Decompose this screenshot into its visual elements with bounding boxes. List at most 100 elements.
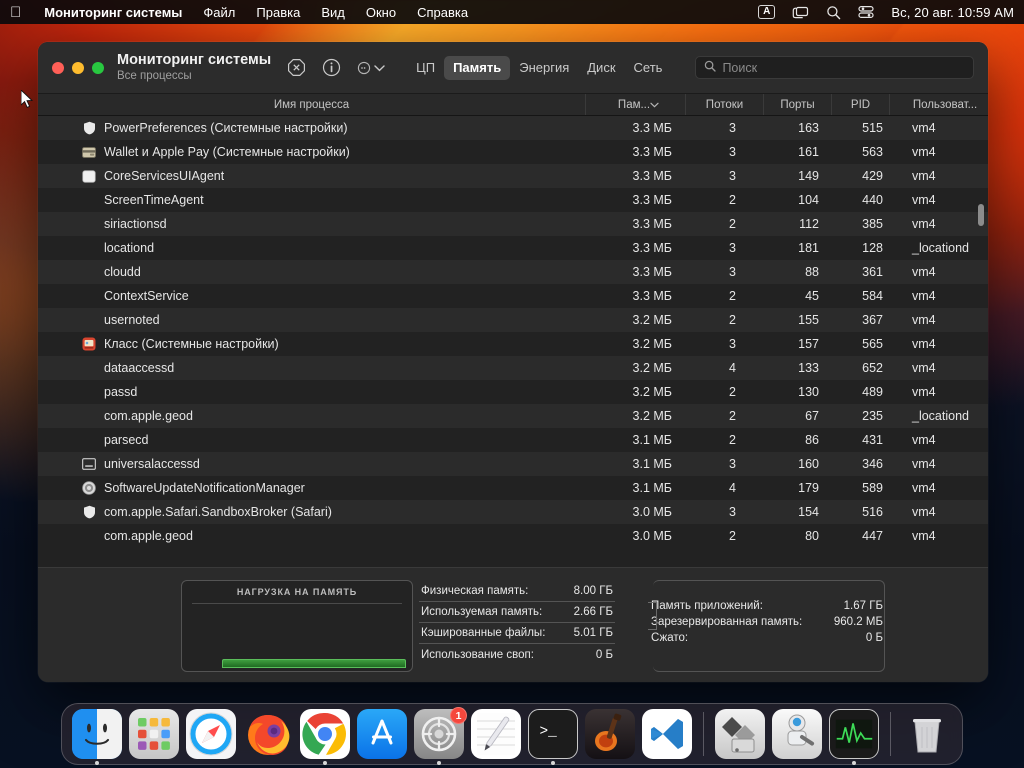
column-header-memory[interactable]: Пам...	[586, 94, 686, 115]
table-row[interactable]: locationd 3.3 МБ 3 181 128 _locationd	[38, 236, 988, 260]
mouse-cursor	[20, 88, 34, 114]
cell-threads: 2	[729, 289, 736, 303]
cell-pid: 515	[862, 121, 883, 135]
column-header-pid[interactable]: PID	[832, 94, 890, 115]
menu-item-edit[interactable]: Правка	[245, 4, 300, 20]
memory-stat-row: Физическая память: 8.00 ГБ	[419, 581, 615, 602]
chevron-down-icon[interactable]	[374, 64, 385, 72]
dock-item-terminal[interactable]: >_	[528, 709, 578, 765]
tab-cpu[interactable]: ЦП	[416, 59, 436, 75]
screen-mirroring-icon[interactable]	[792, 5, 809, 19]
cell-process-name: parsecd	[38, 433, 586, 447]
search-input[interactable]	[722, 60, 965, 75]
menu-item-file[interactable]: Файл	[192, 4, 235, 20]
stat-value: 960.2 МБ	[833, 616, 883, 628]
column-header-user[interactable]: Пользоват...	[912, 98, 978, 111]
table-row[interactable]: com.apple.Safari.SandboxBroker (Safari) 3…	[38, 500, 988, 524]
dock-item-trash[interactable]	[902, 709, 952, 759]
menu-clock[interactable]: Вс, 20 авг. 10:59 AM	[891, 4, 1014, 20]
table-row[interactable]: siriactionsd 3.3 МБ 2 112 385 vm4	[38, 212, 988, 236]
process-table[interactable]: PowerPreferences (Системные настройки) 3.…	[38, 116, 988, 567]
table-row[interactable]: cloudd 3.3 МБ 3 88 361 vm4	[38, 260, 988, 284]
dock-item-finder[interactable]	[72, 709, 122, 765]
table-row[interactable]: com.apple.geod 3.2 МБ 2 67 235 _locationd	[38, 404, 988, 428]
search-field[interactable]	[695, 56, 974, 79]
dock-item-activity-monitor[interactable]	[829, 709, 879, 765]
dock-item-automator[interactable]	[772, 709, 822, 759]
cell-ports: 86	[805, 433, 819, 447]
memory-stats-left: Физическая память: 8.00 ГБ Используемая па…	[419, 580, 615, 672]
cell-process-name: com.apple.geod	[38, 409, 586, 423]
cell-memory: 3.2 МБ	[632, 313, 672, 327]
stat-value: 0 Б	[865, 632, 883, 644]
dock-item-safari[interactable]	[186, 709, 236, 759]
tab-disk[interactable]: Диск	[587, 59, 616, 75]
table-row[interactable]: usernoted 3.2 МБ 2 155 367 vm4	[38, 308, 988, 332]
cell-pid: 563	[862, 145, 883, 159]
zoom-button[interactable]	[92, 61, 104, 74]
process-name-label: universalaccessd	[104, 457, 200, 471]
menu-app-title[interactable]: Мониторинг системы	[33, 4, 182, 20]
notification-badge: 1	[450, 707, 467, 724]
minimize-button[interactable]	[72, 61, 84, 74]
cell-memory: 3.2 МБ	[632, 361, 672, 375]
dock-item-system-settings[interactable]: 1	[414, 707, 467, 765]
cell-pid: 429	[862, 169, 883, 183]
stat-value: 0 Б	[595, 648, 613, 661]
keyboard-input-icon[interactable]: A	[758, 5, 776, 19]
stats-brace	[648, 602, 657, 630]
stat-label: Физическая память:	[421, 585, 529, 597]
inspect-process-icon[interactable]	[322, 58, 341, 77]
table-row[interactable]: dataaccessd 3.2 МБ 4 133 652 vm4	[38, 356, 988, 380]
menu-item-view[interactable]: Вид	[310, 4, 345, 20]
cell-memory: 3.1 МБ	[632, 433, 672, 447]
view-options-icon[interactable]	[357, 61, 385, 75]
menu-item-window[interactable]: Окно	[354, 4, 396, 20]
dock-item-disk-utility[interactable]	[715, 709, 765, 759]
control-center-icon[interactable]	[858, 5, 874, 19]
column-header-ports[interactable]: Порты	[764, 94, 832, 115]
cell-user: vm4	[912, 265, 936, 279]
column-header-threads[interactable]: Потоки	[686, 94, 764, 115]
cell-threads: 3	[729, 265, 736, 279]
dock-item-launchpad[interactable]	[129, 709, 179, 759]
table-row[interactable]: passd 3.2 МБ 2 130 489 vm4	[38, 380, 988, 404]
table-row[interactable]: ContextService 3.3 МБ 2 45 584 vm4	[38, 284, 988, 308]
cell-ports: 149	[798, 169, 819, 183]
menu-item-help[interactable]: Справка	[405, 4, 468, 20]
column-header-process-name[interactable]: Имя процесса	[38, 94, 586, 115]
cell-process-name: com.apple.Safari.SandboxBroker (Safari)	[38, 505, 586, 519]
table-scrollbar[interactable]	[977, 116, 985, 567]
dock-item-firefox[interactable]	[243, 709, 293, 759]
cell-ports: 154	[798, 505, 819, 519]
table-row[interactable]: parsecd 3.1 МБ 2 86 431 vm4	[38, 428, 988, 452]
table-row[interactable]: ScreenTimeAgent 3.3 МБ 2 104 440 vm4	[38, 188, 988, 212]
cell-process-name: locationd	[38, 241, 586, 255]
stat-label: Память приложений:	[651, 600, 763, 612]
cell-ports: 133	[798, 361, 819, 375]
table-row[interactable]: Класс (Системные настройки) 3.2 МБ 3 157 565…	[38, 332, 988, 356]
tab-energy[interactable]: Энергия	[519, 59, 570, 75]
table-row[interactable]: com.apple.geod 3.0 МБ 2 80 447 vm4	[38, 524, 988, 548]
tab-memory[interactable]: Память	[444, 55, 511, 80]
stop-process-icon[interactable]	[287, 58, 306, 77]
stat-value: 5.01 ГБ	[573, 627, 613, 639]
cell-pid: 447	[862, 529, 883, 543]
table-row[interactable]: Wallet и Apple Pay (Системные настройки)…	[38, 140, 988, 164]
table-row[interactable]: PowerPreferences (Системные настройки) 3.…	[38, 116, 988, 140]
dock-item-garageband[interactable]	[585, 709, 635, 759]
dock-item-app-store[interactable]	[357, 709, 407, 759]
cell-ports: 179	[798, 481, 819, 495]
dock-item-vscode[interactable]	[642, 709, 692, 759]
tab-network[interactable]: Сеть	[633, 59, 663, 75]
table-row[interactable]: CoreServicesUIAgent 3.3 МБ 3 149 429 vm4	[38, 164, 988, 188]
class-icon	[82, 337, 96, 351]
table-row[interactable]: SoftwareUpdateNotificationManager 3.1 МБ 4…	[38, 476, 988, 500]
dock-item-notes[interactable]	[471, 709, 521, 759]
dock-item-chrome[interactable]	[300, 709, 350, 765]
close-button[interactable]	[52, 61, 64, 74]
table-row[interactable]: universalaccessd 3.1 МБ 3 160 346 vm4	[38, 452, 988, 476]
scrollbar-thumb[interactable]	[978, 204, 984, 226]
spotlight-search-icon[interactable]	[826, 5, 841, 20]
apple-logo-icon[interactable]: 	[10, 5, 21, 20]
